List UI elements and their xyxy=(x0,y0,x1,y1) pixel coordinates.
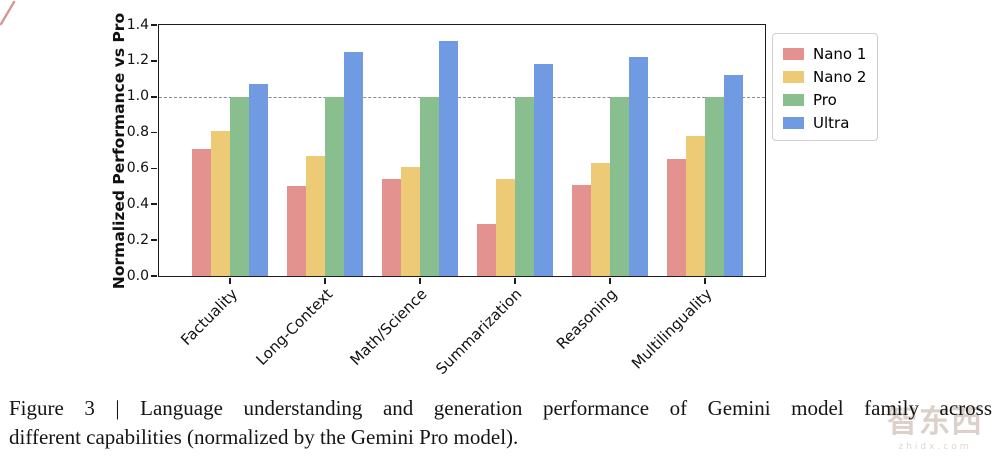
watermark-domain: zhidx.com xyxy=(898,442,972,452)
legend-entry: Nano 1 xyxy=(783,42,871,65)
legend-color-swatch xyxy=(783,93,804,106)
legend-entry-label: Nano 2 xyxy=(813,67,867,86)
y-tick-mark xyxy=(151,167,158,170)
watermark: 智东西 zhidx.com xyxy=(874,396,996,452)
y-tick-mark xyxy=(151,24,158,26)
bar-nano1-0 xyxy=(192,148,211,276)
y-tick-mark xyxy=(151,131,158,134)
legend-entry-label: Pro xyxy=(813,90,837,109)
legend-color-swatch xyxy=(783,70,804,83)
caption-line-2: different capabilities (normalized by th… xyxy=(9,425,519,449)
bar-nano1-4 xyxy=(572,184,591,276)
legend-color-swatch xyxy=(783,47,804,60)
legend-entry: Ultra xyxy=(783,111,871,134)
legend-color-swatch xyxy=(783,116,804,129)
x-tick-label: Factuality xyxy=(176,285,241,349)
y-tick-label: 1.4 xyxy=(126,16,149,33)
bar-nano2-0 xyxy=(211,130,230,276)
x-tick-mark xyxy=(419,277,421,284)
x-tick-label: Math/Science xyxy=(346,285,431,369)
bar-nano2-4 xyxy=(591,163,610,276)
x-tick-label: Summarization xyxy=(432,285,526,379)
caption-line-1: Figure 3 | Language understanding and ge… xyxy=(9,396,992,420)
y-tick-mark xyxy=(151,95,158,98)
y-tick-label: 0.6 xyxy=(126,159,149,176)
bar-nano2-3 xyxy=(496,179,515,276)
y-tick-label: 1.0 xyxy=(126,88,149,105)
watermark-logo: 智东西 xyxy=(887,404,983,440)
y-tick-label: 1.2 xyxy=(126,52,149,69)
legend-entry: Pro xyxy=(783,88,871,111)
x-tick-label: Multilinguality xyxy=(628,285,716,373)
pen-stroke-mark xyxy=(0,0,16,26)
y-tick-mark xyxy=(151,60,158,62)
bar-nano2-2 xyxy=(401,166,420,276)
bar-ultra-5 xyxy=(724,75,743,276)
y-tick-label: 0.0 xyxy=(126,267,149,284)
y-tick-label: 0.8 xyxy=(126,124,149,141)
y-tick-label: 0.2 xyxy=(126,231,149,248)
bar-pro-2 xyxy=(420,96,439,276)
legend: Nano 1 Nano 2 Pro Ultra xyxy=(772,33,878,141)
figure-caption: Figure 3 | Language understanding and ge… xyxy=(9,394,992,452)
plot-area: 0.0 0.2 0.4 0.6 0.8 1.0 1.2 1.4 Factuality Long-C… xyxy=(127,17,766,378)
bar-nano2-5 xyxy=(686,136,705,276)
y-tick-label: 0.4 xyxy=(126,195,149,212)
bar-nano2-1 xyxy=(306,155,325,276)
y-tick-mark xyxy=(151,275,158,277)
y-tick-mark xyxy=(151,203,158,206)
bar-nano1-3 xyxy=(477,224,496,276)
x-tick-label: Long-Context xyxy=(251,285,336,369)
x-tick-mark xyxy=(609,277,611,284)
legend-entry-label: Ultra xyxy=(813,113,850,132)
bar-pro-0 xyxy=(230,96,249,276)
bar-ultra-3 xyxy=(534,64,553,276)
legend-entry: Nano 2 xyxy=(783,65,871,88)
x-tick-mark xyxy=(704,277,706,284)
bar-ultra-2 xyxy=(439,41,458,276)
y-axis-title: Normalized Performance vs Pro xyxy=(110,12,128,290)
x-tick-mark xyxy=(324,277,326,284)
x-tick-label: Reasoning xyxy=(552,285,621,353)
bar-ultra-1 xyxy=(344,51,363,276)
x-tick-mark xyxy=(514,277,516,284)
bar-nano1-1 xyxy=(287,186,306,276)
reference-line xyxy=(159,96,765,98)
bar-pro-4 xyxy=(610,96,629,276)
bar-nano1-5 xyxy=(667,159,686,276)
x-tick-mark xyxy=(229,277,231,284)
bar-ultra-0 xyxy=(249,84,268,276)
bar-pro-3 xyxy=(515,96,534,276)
bar-pro-1 xyxy=(325,96,344,276)
bar-ultra-4 xyxy=(629,57,648,276)
y-tick-mark xyxy=(151,239,158,241)
bar-nano1-2 xyxy=(382,179,401,276)
bar-pro-5 xyxy=(705,96,724,276)
legend-entry-label: Nano 1 xyxy=(813,44,867,63)
